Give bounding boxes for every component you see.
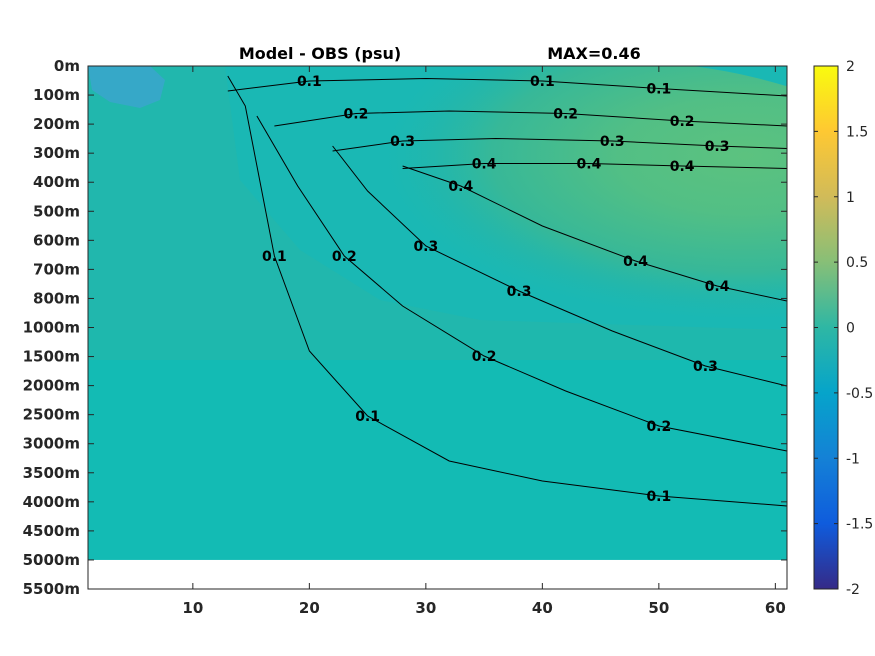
colorbar-ticks: 2 1.5 1 0.5 0 -0.5 -1 -1.5 -2 <box>814 59 873 598</box>
contour-label: 0.4 <box>670 159 695 175</box>
x-tick-label: 50 <box>648 599 669 617</box>
y-tick-label: 3000m <box>23 435 80 453</box>
y-tick-label: 2500m <box>23 406 80 424</box>
colorbar-tick-label: 0 <box>846 321 855 337</box>
contour-label: 0.2 <box>344 107 369 123</box>
contour-lines: 0.1 0.1 0.1 0.2 0.2 0.2 0.3 0.3 0.3 0.4 0.4 0.4 0.1 0… <box>227 74 787 507</box>
y-tick-label: 300m <box>33 144 80 162</box>
y-axis: 0m 100m 200m 300m 400m 500m 600m 700m 800m 1000m 1… <box>23 57 787 598</box>
contour-label: 0.2 <box>646 419 671 435</box>
contour-label: 0.1 <box>646 82 671 98</box>
contour-label: 0.2 <box>670 114 695 130</box>
y-tick-label: 500m <box>33 202 80 220</box>
colorbar-tick-label: 2 <box>846 59 855 75</box>
contour-label: 0.4 <box>577 157 602 173</box>
contour-line-upper <box>332 137 787 152</box>
contour-line-upper <box>274 110 787 127</box>
y-tick-label: 3500m <box>23 464 80 482</box>
y-tick-label: 1000m <box>23 319 80 337</box>
contour-label: 0.4 <box>705 279 730 295</box>
contour-label: 0.4 <box>623 254 648 270</box>
colorbar-tick-label: 1.5 <box>846 124 868 140</box>
y-tick-label: 200m <box>33 115 80 133</box>
y-tick-label: 2000m <box>23 377 80 395</box>
contour-label: 0.4 <box>448 179 473 195</box>
contour-label: 0.3 <box>600 134 625 150</box>
colorbar-tick-label: 0.5 <box>846 255 868 271</box>
x-tick-label: 30 <box>415 599 436 617</box>
y-tick-label: 1500m <box>23 348 80 366</box>
contour-line-upper <box>227 77 787 97</box>
anomaly-core <box>270 66 787 360</box>
colorbar-tick-label: -1 <box>846 451 860 467</box>
contour-line <box>402 165 787 302</box>
y-tick-label: 4500m <box>23 522 80 540</box>
lower-depth-band <box>88 330 787 561</box>
y-tick-label: 800m <box>33 289 80 307</box>
contour-label: 0.3 <box>390 134 415 150</box>
x-tick-label: 10 <box>182 599 203 617</box>
x-axis: 10 20 30 40 50 60 <box>182 66 786 617</box>
contour-label: 0.1 <box>530 74 555 90</box>
y-tick-label: 5500m <box>23 580 80 598</box>
contour-label: 0.3 <box>693 359 718 375</box>
no-data-region <box>88 559 787 589</box>
contour-label: 0.2 <box>332 249 357 265</box>
upper-left-region <box>88 66 787 360</box>
contour-label: 0.1 <box>297 74 322 90</box>
x-tick-label: 40 <box>532 599 553 617</box>
max-label: MAX=0.46 <box>547 44 641 63</box>
contour-label: 0.2 <box>553 107 578 123</box>
contour-label: 0.2 <box>472 349 497 365</box>
x-tick-label: 60 <box>765 599 786 617</box>
contour-label: 0.1 <box>262 249 287 265</box>
colorbar-tick-label: 1 <box>846 190 855 206</box>
contour-label: 0.3 <box>413 239 438 255</box>
y-tick-label: 100m <box>33 86 80 104</box>
contour-line <box>332 145 787 387</box>
top-left-negative-patch <box>88 66 165 108</box>
y-tick-label: 600m <box>33 231 80 249</box>
contour-label: 0.3 <box>705 139 730 155</box>
y-tick-label: 4000m <box>23 493 80 511</box>
chart-title: Model - OBS (psu) <box>239 44 401 63</box>
y-tick-label: 400m <box>33 173 80 191</box>
y-tick-label: 0m <box>54 57 80 75</box>
colorbar-tick-label: -2 <box>846 582 860 598</box>
contour-label: 0.1 <box>646 489 671 505</box>
contour-label: 0.3 <box>507 284 532 300</box>
contour-label: 0.1 <box>355 409 380 425</box>
colorbar: 2 1.5 1 0.5 0 -0.5 -1 -1.5 -2 <box>813 59 873 598</box>
contour-line-upper <box>402 163 787 169</box>
x-tick-label: 20 <box>299 599 320 617</box>
contour-line <box>256 115 787 452</box>
contour-line <box>227 75 787 507</box>
plot-area: 0.1 0.1 0.1 0.2 0.2 0.2 0.3 0.3 0.3 0.4 0.4 0.4 0.1 0… <box>87 65 788 590</box>
contour-label: 0.4 <box>472 157 497 173</box>
y-tick-label: 5000m <box>23 551 80 569</box>
y-tick-label: 700m <box>33 260 80 278</box>
colorbar-tick-label: -1.5 <box>846 517 873 533</box>
colorbar-tick-label: -0.5 <box>846 386 873 402</box>
